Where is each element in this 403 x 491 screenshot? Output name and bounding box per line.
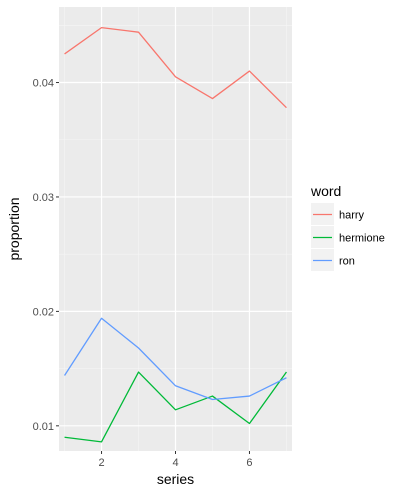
y-tick-label: 0.02 (33, 306, 54, 318)
x-axis: 2 4 6 (98, 451, 253, 469)
legend: word harry hermione ron (310, 183, 385, 271)
y-axis-title: proportion (6, 197, 22, 260)
legend-label-hermione: hermione (339, 233, 385, 245)
major-gridlines (59, 7, 292, 451)
series-line-harry (64, 26, 287, 109)
legend-label-ron: ron (339, 256, 355, 268)
y-tick-label: 0.01 (33, 421, 54, 433)
x-axis-title: series (157, 471, 194, 487)
x-tick-label: 6 (246, 457, 252, 469)
x-tick-label: 4 (172, 457, 178, 469)
legend-label-harry: harry (339, 210, 365, 222)
legend-title: word (310, 183, 341, 199)
y-tick-label: 0.04 (33, 78, 54, 90)
x-tick-label: 2 (98, 457, 104, 469)
series-line-ron (64, 317, 287, 401)
y-tick-label: 0.03 (33, 192, 54, 204)
series-line-hermione (64, 371, 287, 443)
series-lines (64, 26, 287, 443)
y-axis: 0.01 0.02 0.03 0.04 (33, 78, 59, 433)
